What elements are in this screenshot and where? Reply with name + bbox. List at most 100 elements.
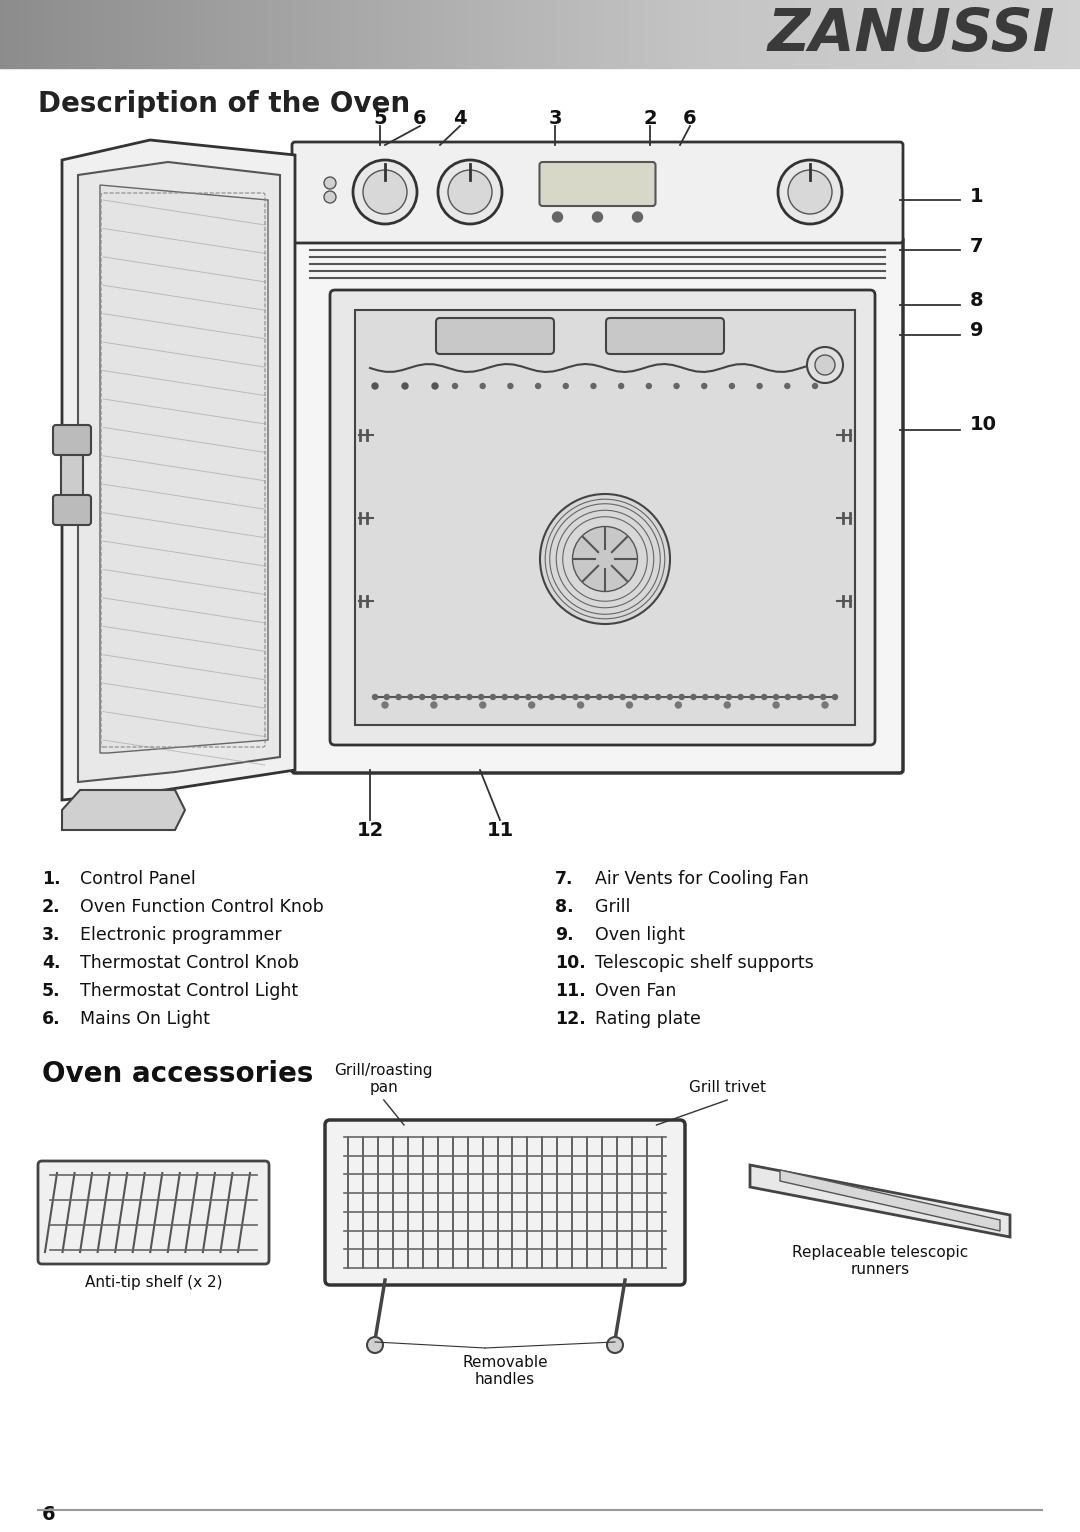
Bar [252,0,256,67]
Text: Oven Function Control Knob: Oven Function Control Knob [80,898,324,916]
Bar [126,0,130,67]
Bar [824,0,828,67]
Circle shape [572,527,637,591]
Bar [410,0,414,67]
Bar [378,0,381,67]
Bar [144,0,148,67]
Bar [886,0,889,67]
Bar [691,0,694,67]
Bar [418,0,421,67]
Circle shape [785,383,789,389]
Circle shape [761,694,767,700]
Circle shape [432,694,436,700]
Bar [551,0,554,67]
Bar [543,0,548,67]
Circle shape [324,178,336,188]
Bar [532,0,537,67]
Bar [400,0,403,67]
Bar [281,0,284,67]
Bar [273,0,278,67]
Circle shape [727,694,731,700]
Bar [788,0,792,67]
Text: Removable
handles: Removable handles [462,1354,548,1388]
Circle shape [502,694,508,700]
Circle shape [821,694,826,700]
Bar [980,0,983,67]
FancyBboxPatch shape [330,290,875,745]
Bar [796,0,799,67]
Bar [353,0,356,67]
Circle shape [562,694,566,700]
Bar [640,0,645,67]
Bar [468,0,472,67]
Circle shape [773,702,779,708]
FancyBboxPatch shape [436,319,554,354]
Bar [504,0,508,67]
Bar [807,0,810,67]
Bar [565,0,569,67]
Circle shape [646,383,651,389]
Text: 6: 6 [414,109,427,127]
Bar [710,0,713,67]
Circle shape [773,694,779,700]
Bar [882,0,886,67]
Bar [356,0,360,67]
Bar [335,0,338,67]
Circle shape [578,702,583,708]
Circle shape [553,211,563,222]
Bar [785,0,788,67]
Bar [623,0,626,67]
Bar [832,0,835,67]
Bar [659,0,662,67]
Bar [954,0,958,67]
Bar [238,0,241,67]
Polygon shape [750,1164,1010,1236]
Circle shape [812,383,818,389]
Bar [119,0,122,67]
Bar [8,0,11,67]
Bar [151,0,154,67]
Bar [986,0,990,67]
Bar [529,0,532,67]
Text: 11.: 11. [555,982,585,1000]
Bar [738,0,742,67]
Bar [850,0,853,67]
Bar [130,0,133,67]
Text: Thermostat Control Knob: Thermostat Control Knob [80,954,299,971]
Bar [727,0,731,67]
Bar [90,0,94,67]
Circle shape [363,170,407,214]
Bar [234,0,238,67]
Bar [878,0,882,67]
Bar [403,0,407,67]
Bar [1037,0,1040,67]
Bar [511,0,515,67]
Circle shape [591,383,596,389]
Bar [40,0,43,67]
Circle shape [573,694,578,700]
Bar [1026,0,1029,67]
Bar [508,0,511,67]
Bar [288,0,292,67]
FancyBboxPatch shape [325,1120,685,1285]
Circle shape [490,694,496,700]
Bar [759,0,764,67]
Bar [25,0,29,67]
Bar [997,0,1001,67]
Bar [839,0,842,67]
Bar [605,0,608,67]
Bar [32,0,36,67]
Bar [248,0,252,67]
Circle shape [526,694,531,700]
Bar [734,0,738,67]
Bar [572,0,576,67]
Bar [802,0,807,67]
Bar [569,0,572,67]
Bar [562,0,565,67]
Circle shape [584,694,590,700]
Bar [774,0,778,67]
Bar [483,0,486,67]
Bar [202,0,205,67]
Bar [716,0,720,67]
Circle shape [438,159,502,224]
